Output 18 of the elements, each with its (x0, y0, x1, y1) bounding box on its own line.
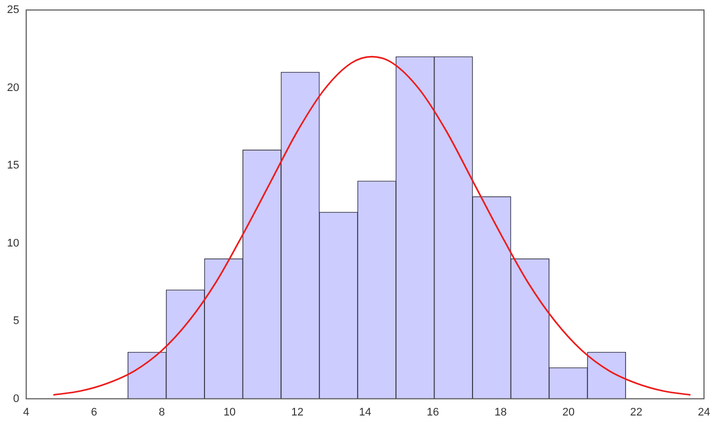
x-tick-label: 8 (158, 406, 165, 418)
x-tick-label: 22 (630, 406, 642, 418)
x-tick-label: 10 (223, 406, 236, 418)
x-tick-label: 24 (698, 406, 710, 418)
y-tick-label: 0 (13, 392, 20, 405)
x-tick-label: 6 (90, 406, 98, 418)
y-tick-label: 5 (13, 315, 20, 328)
y-tick-label: 20 (6, 82, 20, 94)
y-tick-label: 10 (6, 237, 20, 250)
x-tick-label: 14 (358, 406, 372, 418)
x-tick-label: 12 (291, 406, 304, 418)
x-tick-label: 4 (23, 406, 30, 418)
x-tick-label: 18 (494, 406, 507, 418)
line-series (52, 56, 692, 396)
x-tick-label: 16 (426, 406, 440, 418)
x-tick-label: 20 (562, 406, 575, 418)
y-tick-label: 15 (6, 160, 20, 172)
y-tick-label: 25 (6, 4, 20, 16)
